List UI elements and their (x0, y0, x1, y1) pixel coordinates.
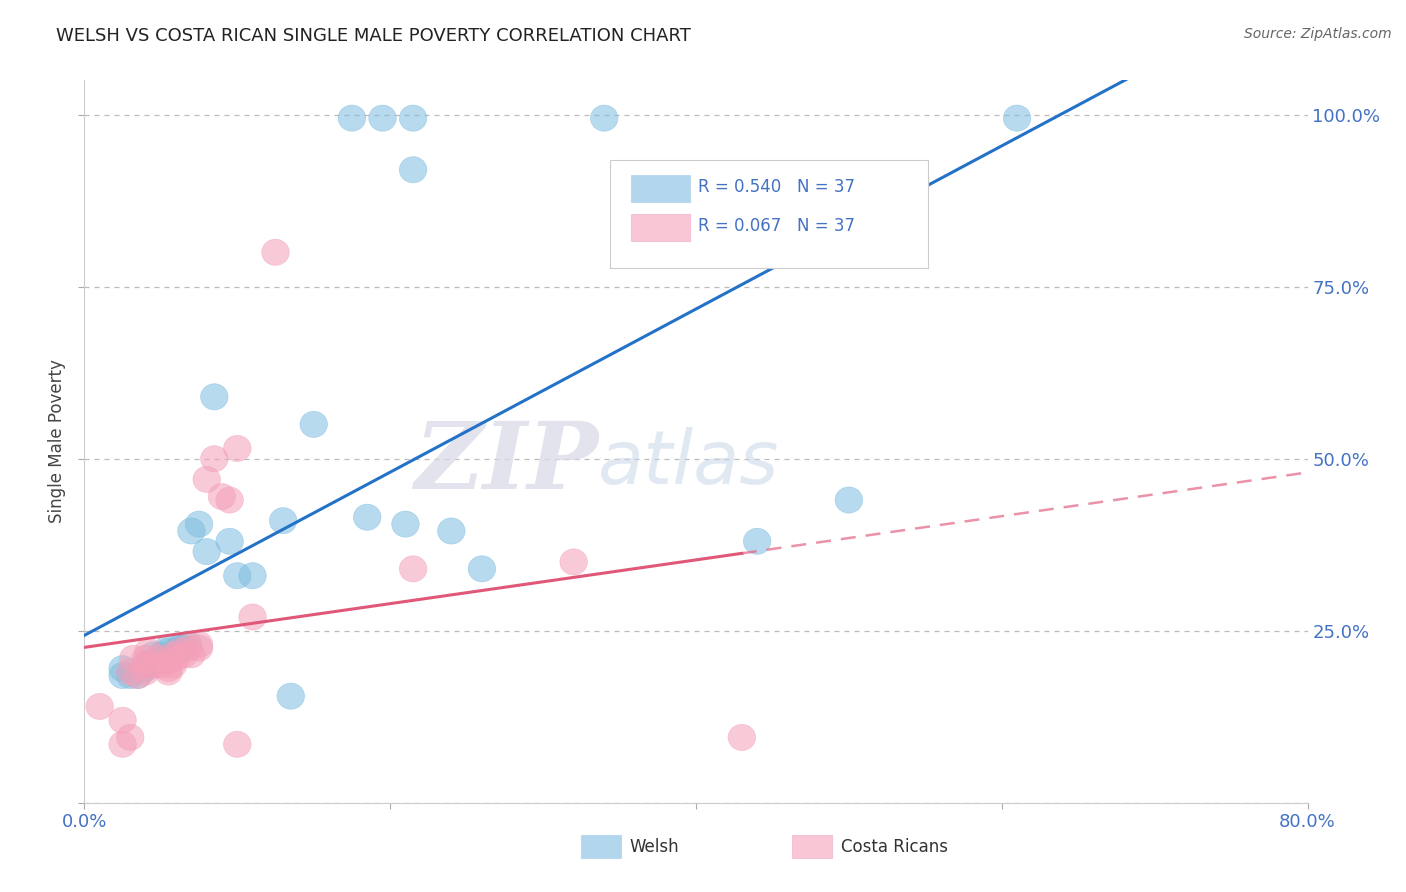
Ellipse shape (174, 632, 202, 657)
Ellipse shape (468, 556, 496, 582)
Ellipse shape (155, 659, 183, 685)
Ellipse shape (368, 105, 396, 131)
Ellipse shape (117, 724, 143, 750)
Ellipse shape (224, 435, 252, 461)
Ellipse shape (143, 645, 172, 672)
Ellipse shape (108, 663, 136, 689)
Ellipse shape (155, 648, 183, 675)
Ellipse shape (132, 652, 159, 678)
Ellipse shape (186, 635, 212, 661)
Text: Welsh: Welsh (630, 838, 679, 855)
Ellipse shape (239, 604, 266, 630)
Ellipse shape (166, 639, 193, 665)
Ellipse shape (86, 693, 114, 720)
Ellipse shape (193, 467, 221, 492)
Ellipse shape (135, 639, 162, 665)
Ellipse shape (139, 648, 167, 675)
Text: Source: ZipAtlas.com: Source: ZipAtlas.com (1244, 27, 1392, 41)
Ellipse shape (159, 652, 187, 678)
Ellipse shape (177, 518, 205, 544)
Ellipse shape (108, 731, 136, 757)
Ellipse shape (277, 683, 305, 709)
Ellipse shape (124, 663, 152, 689)
Ellipse shape (399, 157, 427, 183)
Ellipse shape (159, 641, 187, 668)
Ellipse shape (177, 641, 205, 668)
FancyBboxPatch shape (631, 175, 690, 202)
Ellipse shape (155, 635, 183, 661)
Ellipse shape (193, 539, 221, 565)
Ellipse shape (217, 487, 243, 513)
Text: ZIP: ZIP (413, 418, 598, 508)
Ellipse shape (591, 105, 619, 131)
Ellipse shape (201, 384, 228, 410)
Ellipse shape (186, 632, 212, 657)
Ellipse shape (170, 635, 197, 661)
Text: R = 0.540   N = 37: R = 0.540 N = 37 (699, 178, 855, 196)
Text: atlas: atlas (598, 427, 779, 500)
Ellipse shape (117, 663, 143, 689)
Ellipse shape (155, 639, 183, 665)
Ellipse shape (186, 511, 212, 537)
Text: R = 0.067   N = 37: R = 0.067 N = 37 (699, 218, 855, 235)
Ellipse shape (835, 487, 863, 513)
Ellipse shape (262, 239, 290, 266)
Ellipse shape (132, 659, 159, 685)
Ellipse shape (224, 731, 252, 757)
Text: WELSH VS COSTA RICAN SINGLE MALE POVERTY CORRELATION CHART: WELSH VS COSTA RICAN SINGLE MALE POVERTY… (56, 27, 692, 45)
Ellipse shape (162, 639, 190, 665)
Ellipse shape (353, 504, 381, 531)
Ellipse shape (108, 707, 136, 733)
FancyBboxPatch shape (610, 160, 928, 268)
Ellipse shape (399, 105, 427, 131)
Ellipse shape (217, 528, 243, 555)
Ellipse shape (139, 652, 167, 678)
Ellipse shape (132, 652, 159, 678)
Ellipse shape (208, 483, 236, 509)
Ellipse shape (108, 656, 136, 681)
Ellipse shape (339, 105, 366, 131)
Text: Costa Ricans: Costa Ricans (841, 838, 948, 855)
Ellipse shape (124, 663, 152, 689)
Ellipse shape (239, 563, 266, 589)
FancyBboxPatch shape (631, 214, 690, 242)
Ellipse shape (170, 641, 197, 668)
Ellipse shape (162, 645, 190, 672)
Ellipse shape (399, 556, 427, 582)
Ellipse shape (728, 724, 755, 750)
Y-axis label: Single Male Poverty: Single Male Poverty (48, 359, 66, 524)
Ellipse shape (299, 411, 328, 437)
Ellipse shape (744, 528, 770, 555)
Ellipse shape (148, 652, 174, 678)
Ellipse shape (120, 645, 148, 672)
Ellipse shape (139, 641, 167, 668)
Ellipse shape (270, 508, 297, 533)
Ellipse shape (132, 656, 159, 681)
Ellipse shape (201, 446, 228, 472)
Ellipse shape (117, 659, 143, 685)
Ellipse shape (392, 511, 419, 537)
Ellipse shape (174, 635, 202, 661)
Ellipse shape (155, 656, 183, 681)
Ellipse shape (166, 635, 193, 661)
Ellipse shape (224, 563, 252, 589)
Ellipse shape (132, 645, 159, 672)
Ellipse shape (437, 518, 465, 544)
Ellipse shape (560, 549, 588, 575)
Ellipse shape (148, 641, 174, 668)
Ellipse shape (1004, 105, 1031, 131)
